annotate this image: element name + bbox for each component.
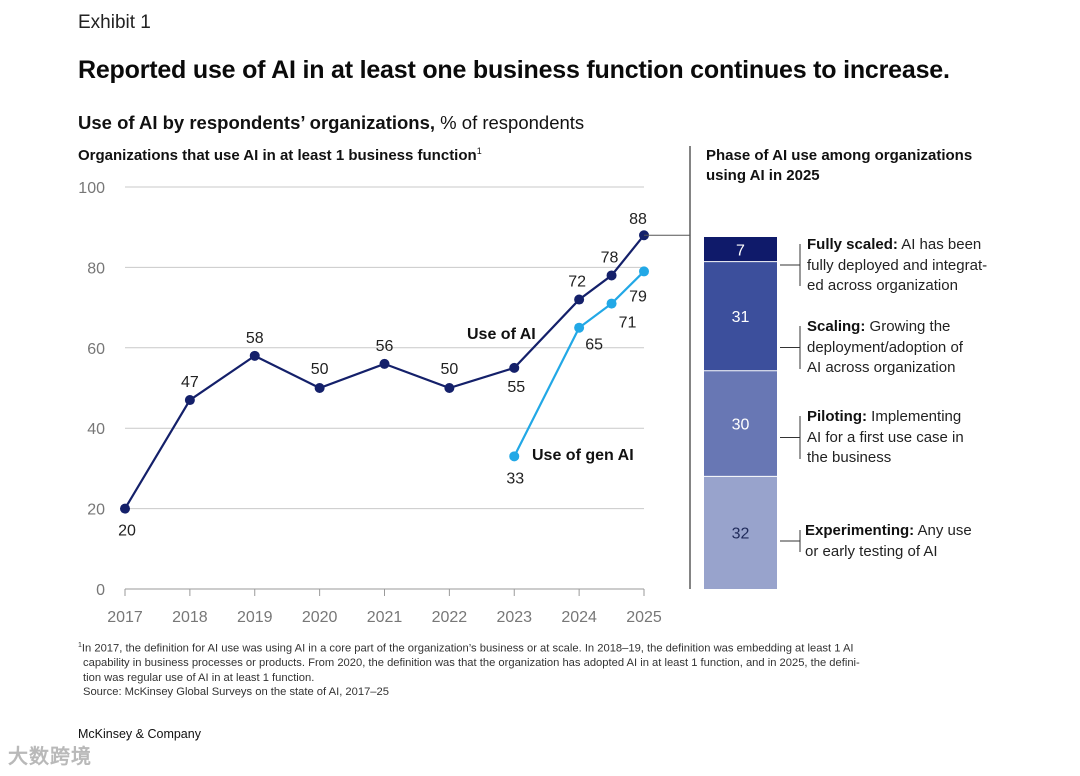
bar-segment-3: [704, 476, 777, 589]
footnote-line-2: capability in business processes or prod…: [83, 657, 860, 670]
y-axis-ticks: 0 20 40 60 80 100: [78, 180, 105, 599]
data-label: 56: [376, 338, 394, 355]
data-label: 50: [440, 361, 458, 378]
series-label-gen-ai: Use of gen AI: [532, 447, 634, 464]
footnote-marker: 1: [476, 146, 482, 156]
segment-value: 30: [732, 417, 750, 434]
data-label: 20: [118, 523, 136, 540]
phase-label-1: Scaling: Growing the deployment/adoption …: [807, 317, 963, 379]
series-label-ai: Use of AI: [467, 326, 536, 343]
data-point: [314, 383, 325, 393]
segment-value: 32: [732, 526, 750, 543]
y-tick-label: 60: [87, 341, 105, 358]
grid-lines: [125, 186, 644, 590]
data-point: [249, 350, 260, 361]
line-chart-heading: Organizations that use AI in at least 1 …: [78, 146, 482, 164]
x-tick-label: 2019: [237, 609, 273, 626]
phase-label-0: Fully scaled: AI has been fully deployed …: [807, 235, 987, 297]
x-tick-label: 2025: [626, 609, 662, 626]
y-tick-label: 0: [96, 582, 105, 599]
segment-value: 31: [732, 309, 750, 326]
phase-name: Fully scaled:: [807, 236, 898, 253]
watermark: 大数跨境: [8, 746, 92, 768]
data-point: [509, 362, 520, 373]
phase-name: Experimenting:: [805, 522, 915, 539]
stacked-bar: 7 31 30 32: [704, 237, 801, 589]
data-labels: 20 47 58 50 56 50 55 72 78 88 33 65 71 79 Use of AI Use…: [118, 211, 647, 539]
series-line-1: [513, 270, 645, 457]
data-label: 71: [619, 315, 637, 332]
data-label: 55: [507, 379, 525, 396]
data-point: [184, 395, 195, 406]
x-tick-label: 2024: [561, 609, 597, 626]
y-tick-label: 100: [78, 180, 105, 197]
phase-desc: or early testing of AI: [805, 542, 938, 560]
subtitle-bold: Use of AI by respondents’ organizations,: [78, 112, 436, 133]
phase-desc: Growing the: [865, 318, 951, 335]
data-point: [606, 298, 617, 309]
data-label: 33: [506, 470, 524, 487]
x-axis-ticks: 2017 2018 2019 2020 2021 2022 2023 2024 2025: [107, 589, 662, 626]
page-title: Reported use of AI in at least one busin…: [78, 56, 950, 84]
data-label: 50: [311, 361, 329, 378]
footnote: 1In 2017, the definition for AI use was …: [78, 639, 998, 700]
footnote-sup: 1: [78, 642, 82, 649]
data-label: 65: [585, 337, 603, 354]
data-point: [606, 270, 617, 281]
series-line-0: [124, 234, 645, 510]
divider: [644, 146, 691, 589]
source-line: Source: McKinsey Global Surveys on the s…: [83, 686, 389, 699]
y-tick-label: 40: [87, 421, 105, 438]
phase-name: Scaling:: [807, 318, 866, 335]
phase-desc: AI for a first use case in: [807, 428, 964, 446]
data-label: 79: [629, 288, 647, 305]
data-point: [639, 266, 649, 277]
data-point: [509, 451, 520, 462]
phase-name: Piloting:: [807, 408, 867, 425]
data-point: [444, 383, 455, 393]
phase-label-2: Piloting: Implementing AI for a first use…: [807, 407, 964, 469]
phase-desc: the business: [807, 449, 892, 466]
data-point: [379, 358, 390, 369]
footnote-line-1: 1In 2017, the definition for AI use was …: [78, 639, 998, 656]
data-label: 88: [629, 211, 647, 228]
phase-desc: Any use: [914, 522, 972, 539]
bar-segment-1: [704, 261, 777, 371]
data-point: [574, 322, 585, 333]
subtitle-unit: % of respondents: [435, 112, 585, 133]
x-tick-label: 2023: [496, 609, 532, 626]
x-tick-label: 2022: [432, 609, 468, 626]
data-label: 72: [568, 274, 586, 291]
data-label: 47: [181, 374, 199, 391]
phase-desc: AI across organization: [807, 359, 956, 376]
data-point: [120, 503, 130, 514]
x-tick-label: 2020: [302, 609, 338, 626]
data-label: 58: [246, 330, 264, 347]
data-label: 78: [601, 249, 619, 266]
segment-value: 7: [736, 242, 745, 259]
phase-label-3: Experimenting: Any use or early testing o…: [805, 521, 972, 562]
exhibit-label: Exhibit 1: [78, 12, 151, 33]
x-tick-label: 2017: [107, 609, 143, 626]
bar-segment-2: [704, 370, 777, 477]
y-tick-label: 20: [87, 502, 105, 519]
company-name: McKinsey & Company: [78, 727, 201, 741]
phase-desc: ed across organization: [807, 277, 958, 294]
footnote-line-3: tion was regular use of AI in at least 1…: [83, 671, 315, 684]
phase-desc: fully deployed and integrat-: [807, 256, 988, 274]
line-chart-heading-text: Organizations that use AI in at least 1 …: [78, 147, 477, 164]
bar-segment-0: [704, 237, 777, 262]
phase-desc: AI has been: [897, 236, 982, 253]
bar-chart-heading: Phase of AI use among organizations usin…: [706, 147, 973, 184]
data-point: [574, 294, 585, 305]
x-tick-label: 2018: [172, 609, 208, 626]
footnote-text-1: In 2017, the definition for AI use was u…: [81, 642, 854, 655]
y-tick-label: 80: [87, 260, 105, 277]
chart-subtitle: Use of AI by respondents’ organizations,…: [78, 112, 584, 134]
phase-desc: deployment/adoption of: [807, 338, 963, 356]
x-tick-label: 2021: [367, 609, 403, 626]
phase-desc: Implementing: [867, 408, 962, 425]
